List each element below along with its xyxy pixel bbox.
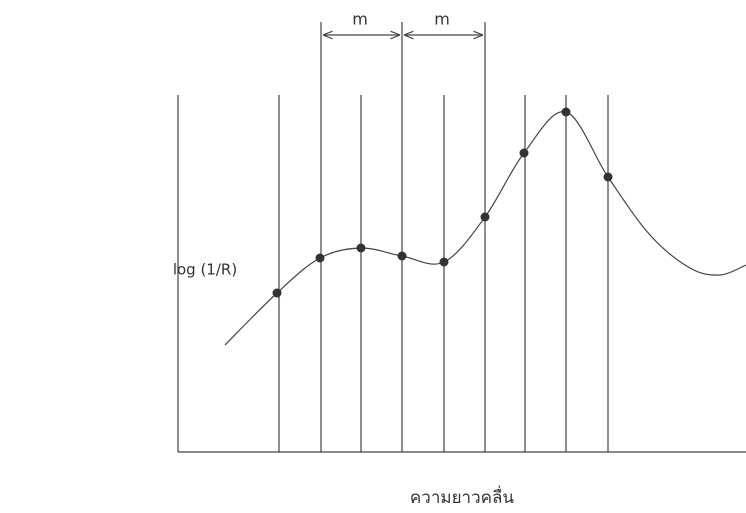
sample-points bbox=[272, 107, 613, 298]
sample-point bbox=[397, 251, 407, 261]
sample-point bbox=[561, 107, 571, 117]
spacing-label: m bbox=[434, 10, 450, 29]
sample-point bbox=[272, 288, 282, 298]
sampling-lines bbox=[278, 22, 609, 452]
y-axis-label: log (1/R) bbox=[173, 261, 237, 279]
sample-point bbox=[603, 172, 613, 182]
spacing-label: m bbox=[352, 10, 368, 29]
sample-point bbox=[519, 148, 529, 158]
x-axis-label: ความยาวคลื่น bbox=[410, 485, 515, 508]
sample-point bbox=[356, 243, 366, 253]
sample-point bbox=[439, 257, 449, 267]
sample-point bbox=[480, 212, 490, 222]
sample-point bbox=[315, 253, 325, 263]
